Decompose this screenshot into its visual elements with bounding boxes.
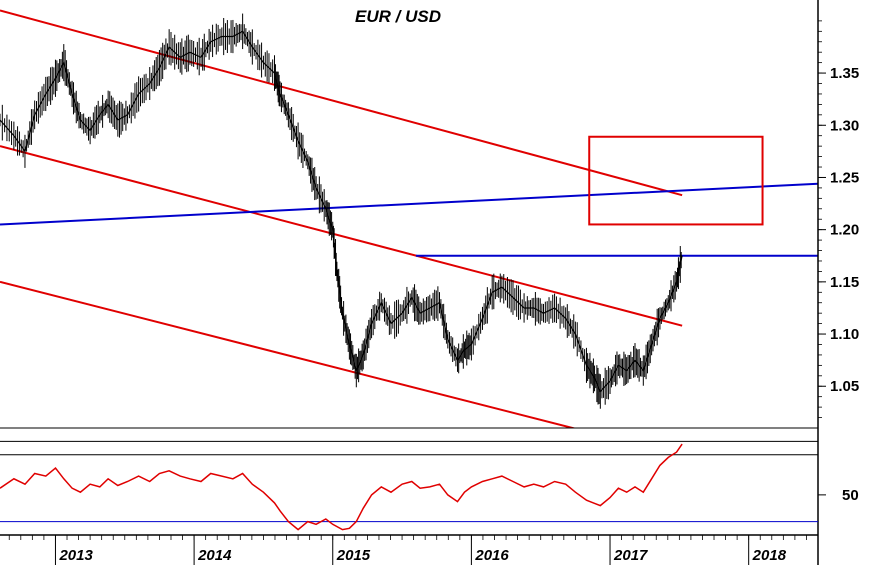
trendline-2 <box>0 145 683 327</box>
trendline-4 <box>0 182 818 226</box>
time-axis: 2013 2014 2015 2016 2017 2018 <box>0 534 819 565</box>
price-tick-label: 1.10 <box>830 326 859 343</box>
price-tick-label: 1.30 <box>830 117 859 134</box>
price-line <box>0 30 683 393</box>
highlight-box <box>588 135 764 226</box>
year-tick-label: 2014 <box>197 547 232 564</box>
price-series <box>0 13 683 409</box>
price-tick-label: 1.25 <box>830 169 859 186</box>
indicator-axis: 50 <box>818 487 859 504</box>
highlight-rectangle <box>588 135 764 226</box>
year-tick-label: 2015 <box>336 547 371 564</box>
price-tick-label: 1.35 <box>830 65 859 82</box>
year-tick-label: 2017 <box>613 547 648 564</box>
price-axis: 1.05 1.10 1.15 1.20 1.25 1.30 1.35 <box>817 0 859 565</box>
year-tick-label: 2018 <box>752 547 787 564</box>
indicator-levels <box>0 427 818 523</box>
price-tick-label: 1.05 <box>830 378 859 395</box>
year-tick-label: 2016 <box>474 547 509 564</box>
indicator-line <box>0 443 683 531</box>
price-trendlines <box>0 9 818 428</box>
indicator-series <box>0 443 683 531</box>
trendline-3 <box>0 280 577 428</box>
price-tick-label: 1.15 <box>830 274 859 291</box>
trendline-1 <box>0 9 683 197</box>
price-tick-label: 1.20 <box>830 222 859 239</box>
year-tick-label: 2013 <box>58 547 93 564</box>
chart-title: EUR / USD <box>355 7 441 26</box>
indicator-panel: 50 <box>0 427 859 531</box>
indicator-tick-label: 50 <box>842 487 859 504</box>
